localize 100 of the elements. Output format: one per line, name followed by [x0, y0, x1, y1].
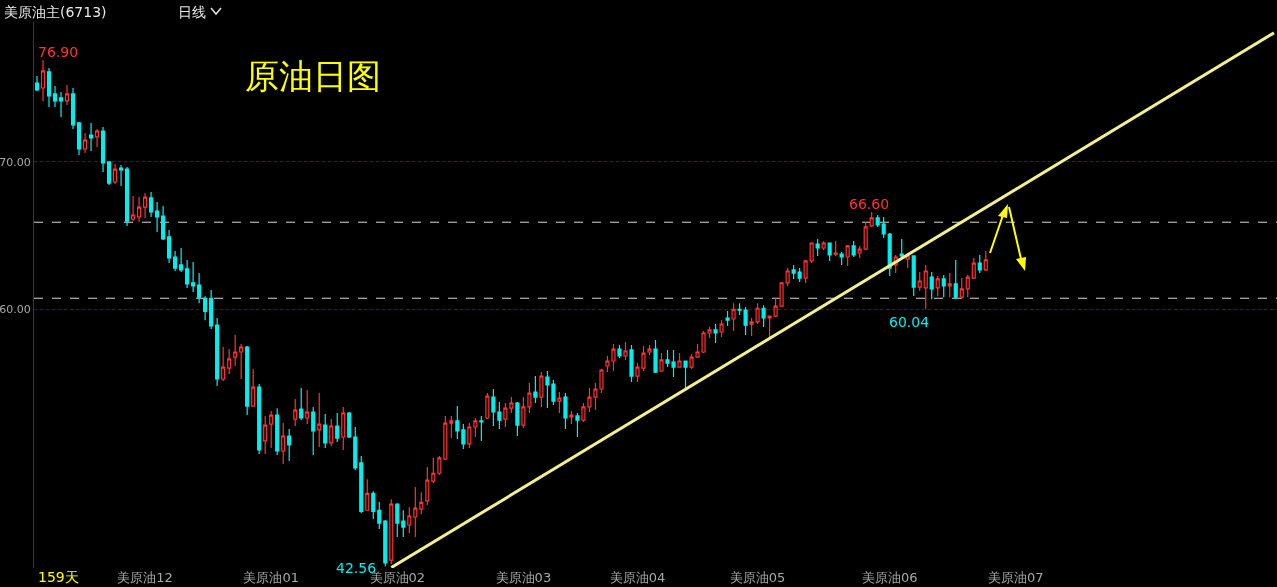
candlestick — [257, 383, 262, 455]
candlestick — [905, 252, 910, 269]
candlestick — [197, 272, 202, 304]
candlestick — [377, 501, 382, 530]
candlestick — [629, 344, 634, 383]
candlestick — [731, 302, 736, 332]
candlestick — [557, 391, 562, 414]
candlestick — [143, 192, 148, 219]
candlestick — [845, 244, 850, 267]
candlestick — [233, 334, 238, 367]
candlestick — [911, 255, 916, 297]
x-tick-label: 美原油07 — [988, 570, 1044, 585]
candlestick — [725, 310, 730, 327]
candlestick — [449, 415, 454, 439]
candlestick — [935, 275, 940, 297]
candlestick — [34, 75, 40, 92]
candlestick — [419, 491, 424, 515]
candlestick — [839, 251, 844, 266]
candlestick — [941, 274, 946, 298]
candlestick — [305, 389, 310, 425]
candlestick — [455, 405, 460, 440]
x-tick-label: 美原油01 — [243, 570, 299, 585]
y-tick-label: 60.00 — [0, 303, 31, 317]
annotation: 60.04 — [889, 314, 930, 330]
candlestick — [40, 59, 46, 102]
candlestick — [959, 277, 964, 300]
candlestick — [293, 398, 298, 427]
x-tick-label: 美原油12 — [117, 570, 173, 585]
candlestick — [371, 490, 376, 520]
candlestick — [617, 344, 622, 359]
candlestick — [473, 417, 478, 438]
candlestick — [76, 121, 82, 156]
x-tick-label: 美原油06 — [861, 570, 918, 585]
candlestick — [191, 261, 196, 293]
candlestick — [94, 128, 100, 148]
candlestick — [52, 85, 58, 108]
candlestick — [515, 401, 520, 437]
candlestick — [977, 254, 982, 274]
candlestick — [281, 422, 286, 465]
candlestick — [125, 166, 130, 227]
candlestick — [359, 455, 364, 514]
candlestick — [713, 323, 718, 344]
candlestick — [683, 360, 688, 389]
candlestick — [131, 195, 136, 222]
candlestick — [887, 232, 892, 277]
candlestick — [167, 229, 172, 264]
candlestick — [263, 415, 268, 455]
candlestick — [245, 345, 250, 416]
candlestick — [58, 91, 64, 118]
candlestick — [335, 412, 340, 443]
candlestick — [161, 205, 166, 241]
annotation: 76.90 — [38, 44, 79, 60]
candlestick — [269, 410, 274, 449]
candlestick — [947, 272, 952, 298]
candlestick — [221, 346, 226, 382]
candlestick — [70, 87, 76, 130]
candlestick — [827, 242, 832, 262]
candlestick — [401, 509, 406, 538]
candlestick — [64, 84, 70, 106]
candlestick — [821, 240, 826, 251]
candlestick — [149, 191, 154, 218]
candlestick — [539, 371, 544, 408]
candlestick — [209, 289, 214, 330]
candlestick — [809, 242, 814, 264]
candlestick — [479, 415, 484, 442]
candlestick — [815, 238, 820, 257]
candlestick — [155, 201, 160, 233]
candlestick — [851, 240, 856, 258]
candlestick — [899, 238, 904, 259]
candlestick — [395, 502, 400, 538]
candlestick — [467, 422, 472, 449]
candlestick — [413, 486, 418, 538]
candlestick — [575, 412, 580, 438]
candlestick — [137, 196, 142, 223]
candlestick — [185, 259, 190, 289]
candlestick — [46, 67, 52, 108]
candlestick — [461, 423, 466, 450]
candlestick — [857, 245, 862, 259]
text: 日线 — [178, 4, 206, 20]
annotation: 66.60 — [849, 196, 890, 212]
candlestick — [112, 163, 118, 185]
candlestick — [971, 257, 976, 280]
candlestick — [203, 295, 208, 321]
candlestick — [497, 401, 502, 430]
text: 美原油主(6713) — [4, 4, 107, 20]
candlestick — [323, 413, 328, 449]
candlestick — [881, 216, 886, 239]
text: 原油日图 — [245, 56, 381, 96]
candlestick — [299, 387, 304, 421]
candlestick — [719, 319, 724, 338]
candlestick — [317, 392, 322, 448]
candlestick — [923, 264, 928, 310]
candlestick — [239, 343, 244, 380]
candlestick — [875, 214, 880, 228]
candlestick — [833, 240, 838, 257]
candlestick — [533, 375, 538, 404]
candlestick — [953, 259, 958, 300]
text: 159天 — [38, 569, 79, 585]
candlestick — [389, 498, 394, 565]
candlestick — [179, 247, 184, 273]
